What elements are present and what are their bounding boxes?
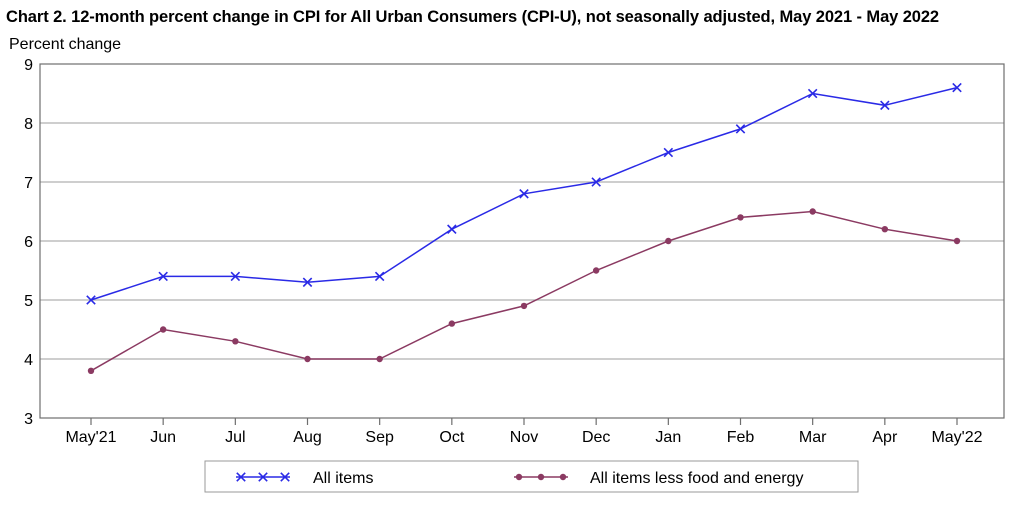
y-tick-label: 9	[24, 57, 33, 74]
legend-marker	[280, 472, 290, 482]
data-point	[807, 88, 818, 99]
x-tick-label: Dec	[582, 429, 610, 446]
data-point	[735, 124, 746, 134]
data-point	[953, 237, 961, 245]
data-point	[302, 277, 313, 288]
legend-marker	[559, 473, 567, 481]
data-point	[376, 355, 383, 363]
legend-label: All items less food and energy	[590, 470, 803, 487]
data-point	[86, 295, 96, 305]
data-point	[232, 338, 239, 345]
x-tick-label: Mar	[799, 429, 827, 446]
data-point	[952, 82, 962, 93]
x-tick-label: May'22	[931, 429, 982, 446]
data-point	[809, 208, 816, 215]
legend-marker	[515, 473, 523, 481]
x-tick-label: Nov	[510, 429, 538, 446]
y-tick-label: 6	[24, 234, 33, 251]
legend-label: All items	[313, 470, 373, 487]
y-tick-label: 8	[24, 116, 33, 133]
data-point	[737, 214, 744, 221]
series-line	[90, 210, 958, 372]
y-tick-label: 3	[24, 411, 33, 428]
x-tick-label: Oct	[439, 429, 464, 446]
data-point	[158, 271, 168, 282]
data-point	[592, 267, 600, 274]
data-point	[304, 355, 311, 363]
x-tick-label: Sep	[365, 429, 394, 446]
x-tick-label: Jan	[655, 429, 681, 446]
data-point	[663, 147, 674, 158]
data-point	[374, 271, 385, 282]
y-tick-label: 4	[24, 352, 33, 369]
data-point	[520, 302, 528, 310]
plot-frame	[39, 63, 1005, 419]
y-tick-label: 7	[24, 175, 33, 192]
y-tick-label: 5	[24, 293, 33, 310]
data-point	[881, 226, 889, 233]
legend-marker	[258, 472, 268, 482]
data-point	[665, 237, 672, 245]
data-point	[519, 189, 529, 199]
x-tick-label: May'21	[65, 429, 116, 446]
x-tick-label: Feb	[727, 429, 755, 446]
data-point	[230, 271, 241, 282]
x-tick-label: Jun	[150, 429, 176, 446]
y-axis-label: Percent change	[9, 36, 122, 53]
x-tick-label: Jul	[225, 429, 245, 446]
data-point	[880, 100, 890, 111]
data-point	[159, 326, 167, 333]
x-tick-label: Aug	[293, 429, 321, 446]
data-point	[448, 320, 456, 327]
data-point	[447, 224, 457, 234]
legend-marker	[537, 473, 545, 481]
legend-marker	[236, 472, 246, 482]
data-point	[87, 367, 95, 374]
data-point	[591, 177, 601, 187]
x-tick-label: Apr	[872, 429, 898, 446]
chart-title: Chart 2. 12-month percent change in CPI …	[6, 8, 940, 26]
